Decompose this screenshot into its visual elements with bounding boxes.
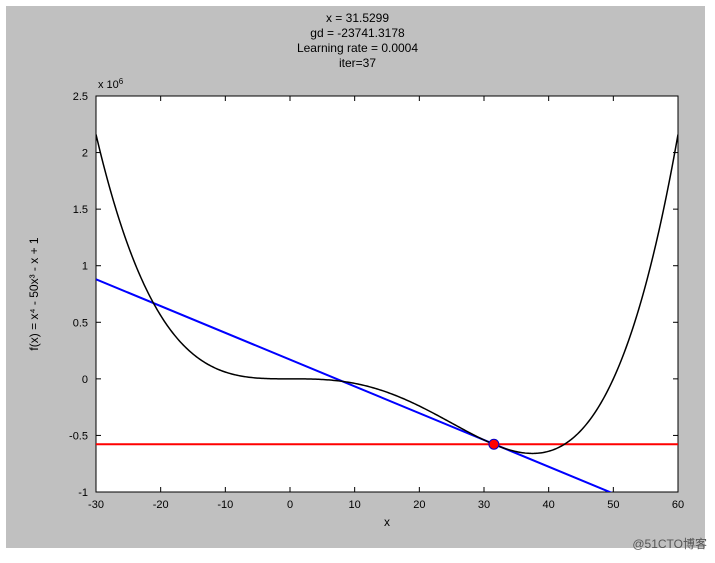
x-axis-label: x bbox=[384, 515, 390, 529]
x-tick-label: 30 bbox=[478, 499, 490, 511]
x-tick-label: 10 bbox=[349, 499, 361, 511]
x-tick-label: -10 bbox=[217, 499, 233, 511]
y-tick-label: 2 bbox=[82, 148, 88, 160]
y-tick-label: 0.5 bbox=[73, 317, 88, 329]
chart-title-line: x = 31.5299 bbox=[326, 11, 389, 25]
chart-svg: -30 -20 -10 0 10 20 30 40 50 60 x -1 -0.5 0 0.5 1 1.5 2 2.… bbox=[0, 0, 715, 558]
chart-title-line: iter=37 bbox=[339, 56, 376, 70]
x-tick-label: -30 bbox=[88, 499, 104, 511]
plot-area bbox=[96, 96, 678, 492]
y-tick-label: 1.5 bbox=[73, 204, 88, 216]
x-tick-label: 40 bbox=[543, 499, 555, 511]
watermark: @51CTO博客 bbox=[632, 535, 707, 552]
x-tick-label: 20 bbox=[413, 499, 425, 511]
y-axis-label: f(x) = x⁴ - 50x³ - x + 1 bbox=[27, 237, 41, 351]
figure-container: -30 -20 -10 0 10 20 30 40 50 60 x -1 -0.5 0 0.5 1 1.5 2 2.… bbox=[0, 0, 715, 558]
y-tick-label: 2.5 bbox=[73, 91, 88, 103]
chart-title-line: gd = -23741.3178 bbox=[310, 26, 405, 40]
y-tick-label: 1 bbox=[82, 261, 88, 273]
y-tick-label: -1 bbox=[78, 487, 88, 499]
x-tick-label: 0 bbox=[287, 499, 293, 511]
x-tick-label: -20 bbox=[153, 499, 169, 511]
x-tick-label: 50 bbox=[607, 499, 619, 511]
y-tick-label: -0.5 bbox=[69, 430, 88, 442]
x-tick-label: 60 bbox=[672, 499, 684, 511]
y-tick-label: 0 bbox=[82, 374, 88, 386]
chart-title-line: Learning rate = 0.0004 bbox=[297, 41, 418, 55]
current-point bbox=[489, 439, 499, 449]
